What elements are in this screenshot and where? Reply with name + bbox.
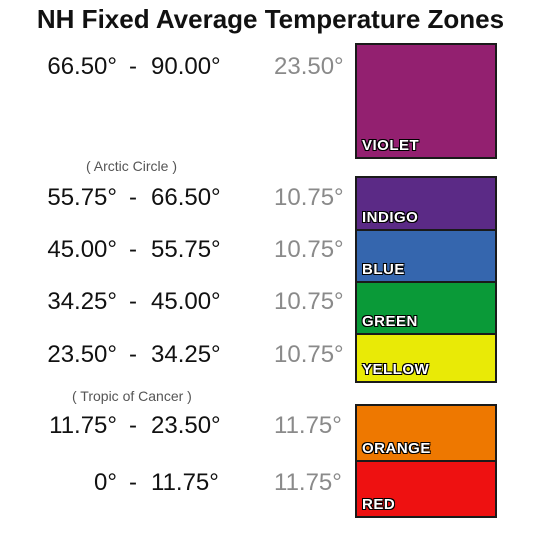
arctic-circle-note: ( Arctic Circle ): [86, 158, 177, 174]
zone-span: 10.75°: [274, 341, 344, 368]
zone-label-blue: BLUE: [362, 261, 405, 278]
zone-block-indigo: INDIGO: [355, 176, 497, 231]
zone-high-bound: 34.25°: [151, 341, 221, 368]
zone-block-red: RED: [355, 460, 497, 518]
zone-span: 11.75°: [274, 469, 342, 496]
zone-row-orange: 11.75° - 23.50° 11.75°: [0, 411, 345, 451]
zone-span: 10.75°: [274, 236, 344, 263]
zone-high-bound: 66.50°: [151, 184, 221, 211]
zone-low-bound: 55.75°: [47, 184, 117, 211]
zone-low-bound: 11.75°: [49, 412, 117, 439]
zone-low-bound: 0°: [94, 469, 117, 496]
zone-row-yellow: 23.50° - 34.25° 10.75°: [0, 340, 345, 380]
zone-block-green: GREEN: [355, 281, 497, 335]
zone-span: 23.50°: [274, 53, 344, 80]
range-dash: -: [129, 469, 137, 496]
zone-high-bound: 23.50°: [151, 412, 221, 439]
zone-label-yellow: YELLOW: [362, 361, 430, 378]
range-dash: -: [129, 341, 137, 368]
tropic-of-cancer-note: ( Tropic of Cancer ): [72, 388, 192, 404]
zone-span: 10.75°: [274, 288, 344, 315]
zone-low-bound: 23.50°: [47, 341, 117, 368]
zone-block-blue: BLUE: [355, 229, 497, 283]
range-dash: -: [129, 53, 137, 80]
zone-row-blue: 45.00° - 55.75° 10.75°: [0, 235, 345, 275]
zone-block-yellow: YELLOW: [355, 333, 497, 383]
zone-high-bound: 55.75°: [151, 236, 221, 263]
zone-row-violet: 66.50° - 90.00° 23.50°: [0, 52, 345, 92]
range-dash: -: [129, 184, 137, 211]
zone-label-violet: VIOLET: [362, 137, 420, 154]
zone-low-bound: 34.25°: [47, 288, 117, 315]
zone-row-indigo: 55.75° - 66.50° 10.75°: [0, 183, 345, 223]
zone-label-indigo: INDIGO: [362, 209, 419, 226]
zone-row-red: 0° - 11.75° 11.75°: [0, 468, 345, 508]
zone-row-green: 34.25° - 45.00° 10.75°: [0, 287, 345, 327]
zone-span: 10.75°: [274, 184, 344, 211]
zone-label-orange: ORANGE: [362, 440, 431, 457]
zone-block-orange: ORANGE: [355, 404, 497, 462]
range-dash: -: [129, 412, 137, 439]
range-dash: -: [129, 236, 137, 263]
diagram-title: NH Fixed Average Temperature Zones: [36, 4, 505, 34]
zone-label-green: GREEN: [362, 313, 418, 330]
zone-label-red: RED: [362, 496, 396, 513]
range-dash: -: [129, 288, 137, 315]
zone-span: 11.75°: [274, 412, 342, 439]
zone-low-bound: 66.50°: [47, 53, 117, 80]
zone-high-bound: 90.00°: [151, 53, 221, 80]
zone-block-violet: VIOLET: [355, 43, 497, 159]
zone-low-bound: 45.00°: [47, 236, 117, 263]
zone-high-bound: 11.75°: [151, 469, 219, 496]
zone-high-bound: 45.00°: [151, 288, 221, 315]
